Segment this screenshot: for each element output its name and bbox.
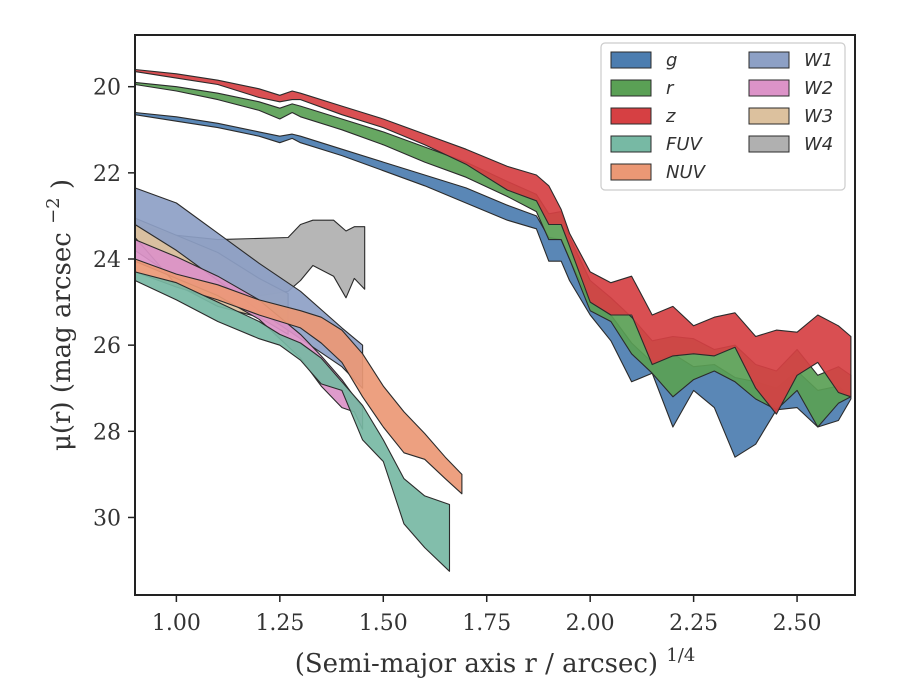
x-tick-label: 1.75 [462,611,511,636]
series-band-z [134,68,852,415]
legend-label-z: z [665,106,676,127]
y-tick-label: 26 [93,334,121,359]
x-tick-label: 2.00 [566,611,615,636]
legend-swatch-fuv [610,135,652,153]
legend-swatch-g [610,51,652,69]
legend-swatch-nuv [610,163,652,181]
y-tick-label: 24 [93,248,121,273]
axes: 1.00 1.25 1.50 1.75 2.00 2.25 2.50 20 22 24 26 28 30 [93,76,822,636]
legend-label-r: r [666,78,675,99]
legend-label-w1: W1 [804,50,833,71]
x-axis-label-main: (Semi-major axis r / arcsec) [295,649,658,679]
legend-swatch-w1 [748,51,790,69]
y-axis-label-suffix: ) [47,179,77,189]
legend-label-w4: W4 [804,134,833,155]
legend-label-w3: W3 [804,106,833,127]
x-tick-label: 2.25 [669,611,718,636]
series-band-fuv [134,271,451,572]
legend-swatch-w4 [748,135,790,153]
y-axis-label-superscript: −2 [43,197,64,224]
y-tick-label: 30 [93,506,121,531]
y-axis-label-main: μ(r) (mag arcsec [47,232,77,451]
y-axis-label: μ(r) (mag arcsec −2 ) [36,179,77,451]
legend-swatch-z [610,107,652,125]
y-tick-label: 28 [93,420,121,445]
legend-swatch-r [610,79,652,97]
x-tick-label: 1.50 [359,611,408,636]
series-group [134,68,852,572]
legend: grz FUV NUV W1 W2 W3 W4 [600,42,846,191]
y-tick-label: 20 [93,76,121,101]
legend-swatch-w3 [748,107,790,125]
legend-label-nuv: NUV [666,162,707,183]
x-tick-label: 2.50 [773,611,822,636]
y-tick-label: 22 [93,162,121,187]
legend-label-fuv: FUV [666,134,704,155]
legend-label-g: g [666,50,677,71]
legend-swatch-w2 [748,79,790,97]
x-axis-label: (Semi-major axis r / arcsec) 1/4 [295,645,696,679]
x-axis-label-superscript: 1/4 [666,645,695,666]
legend-label-w2: W2 [804,78,833,99]
x-tick-label: 1.25 [255,611,304,636]
plot-frame [134,34,856,596]
x-tick-label: 1.00 [152,611,201,636]
